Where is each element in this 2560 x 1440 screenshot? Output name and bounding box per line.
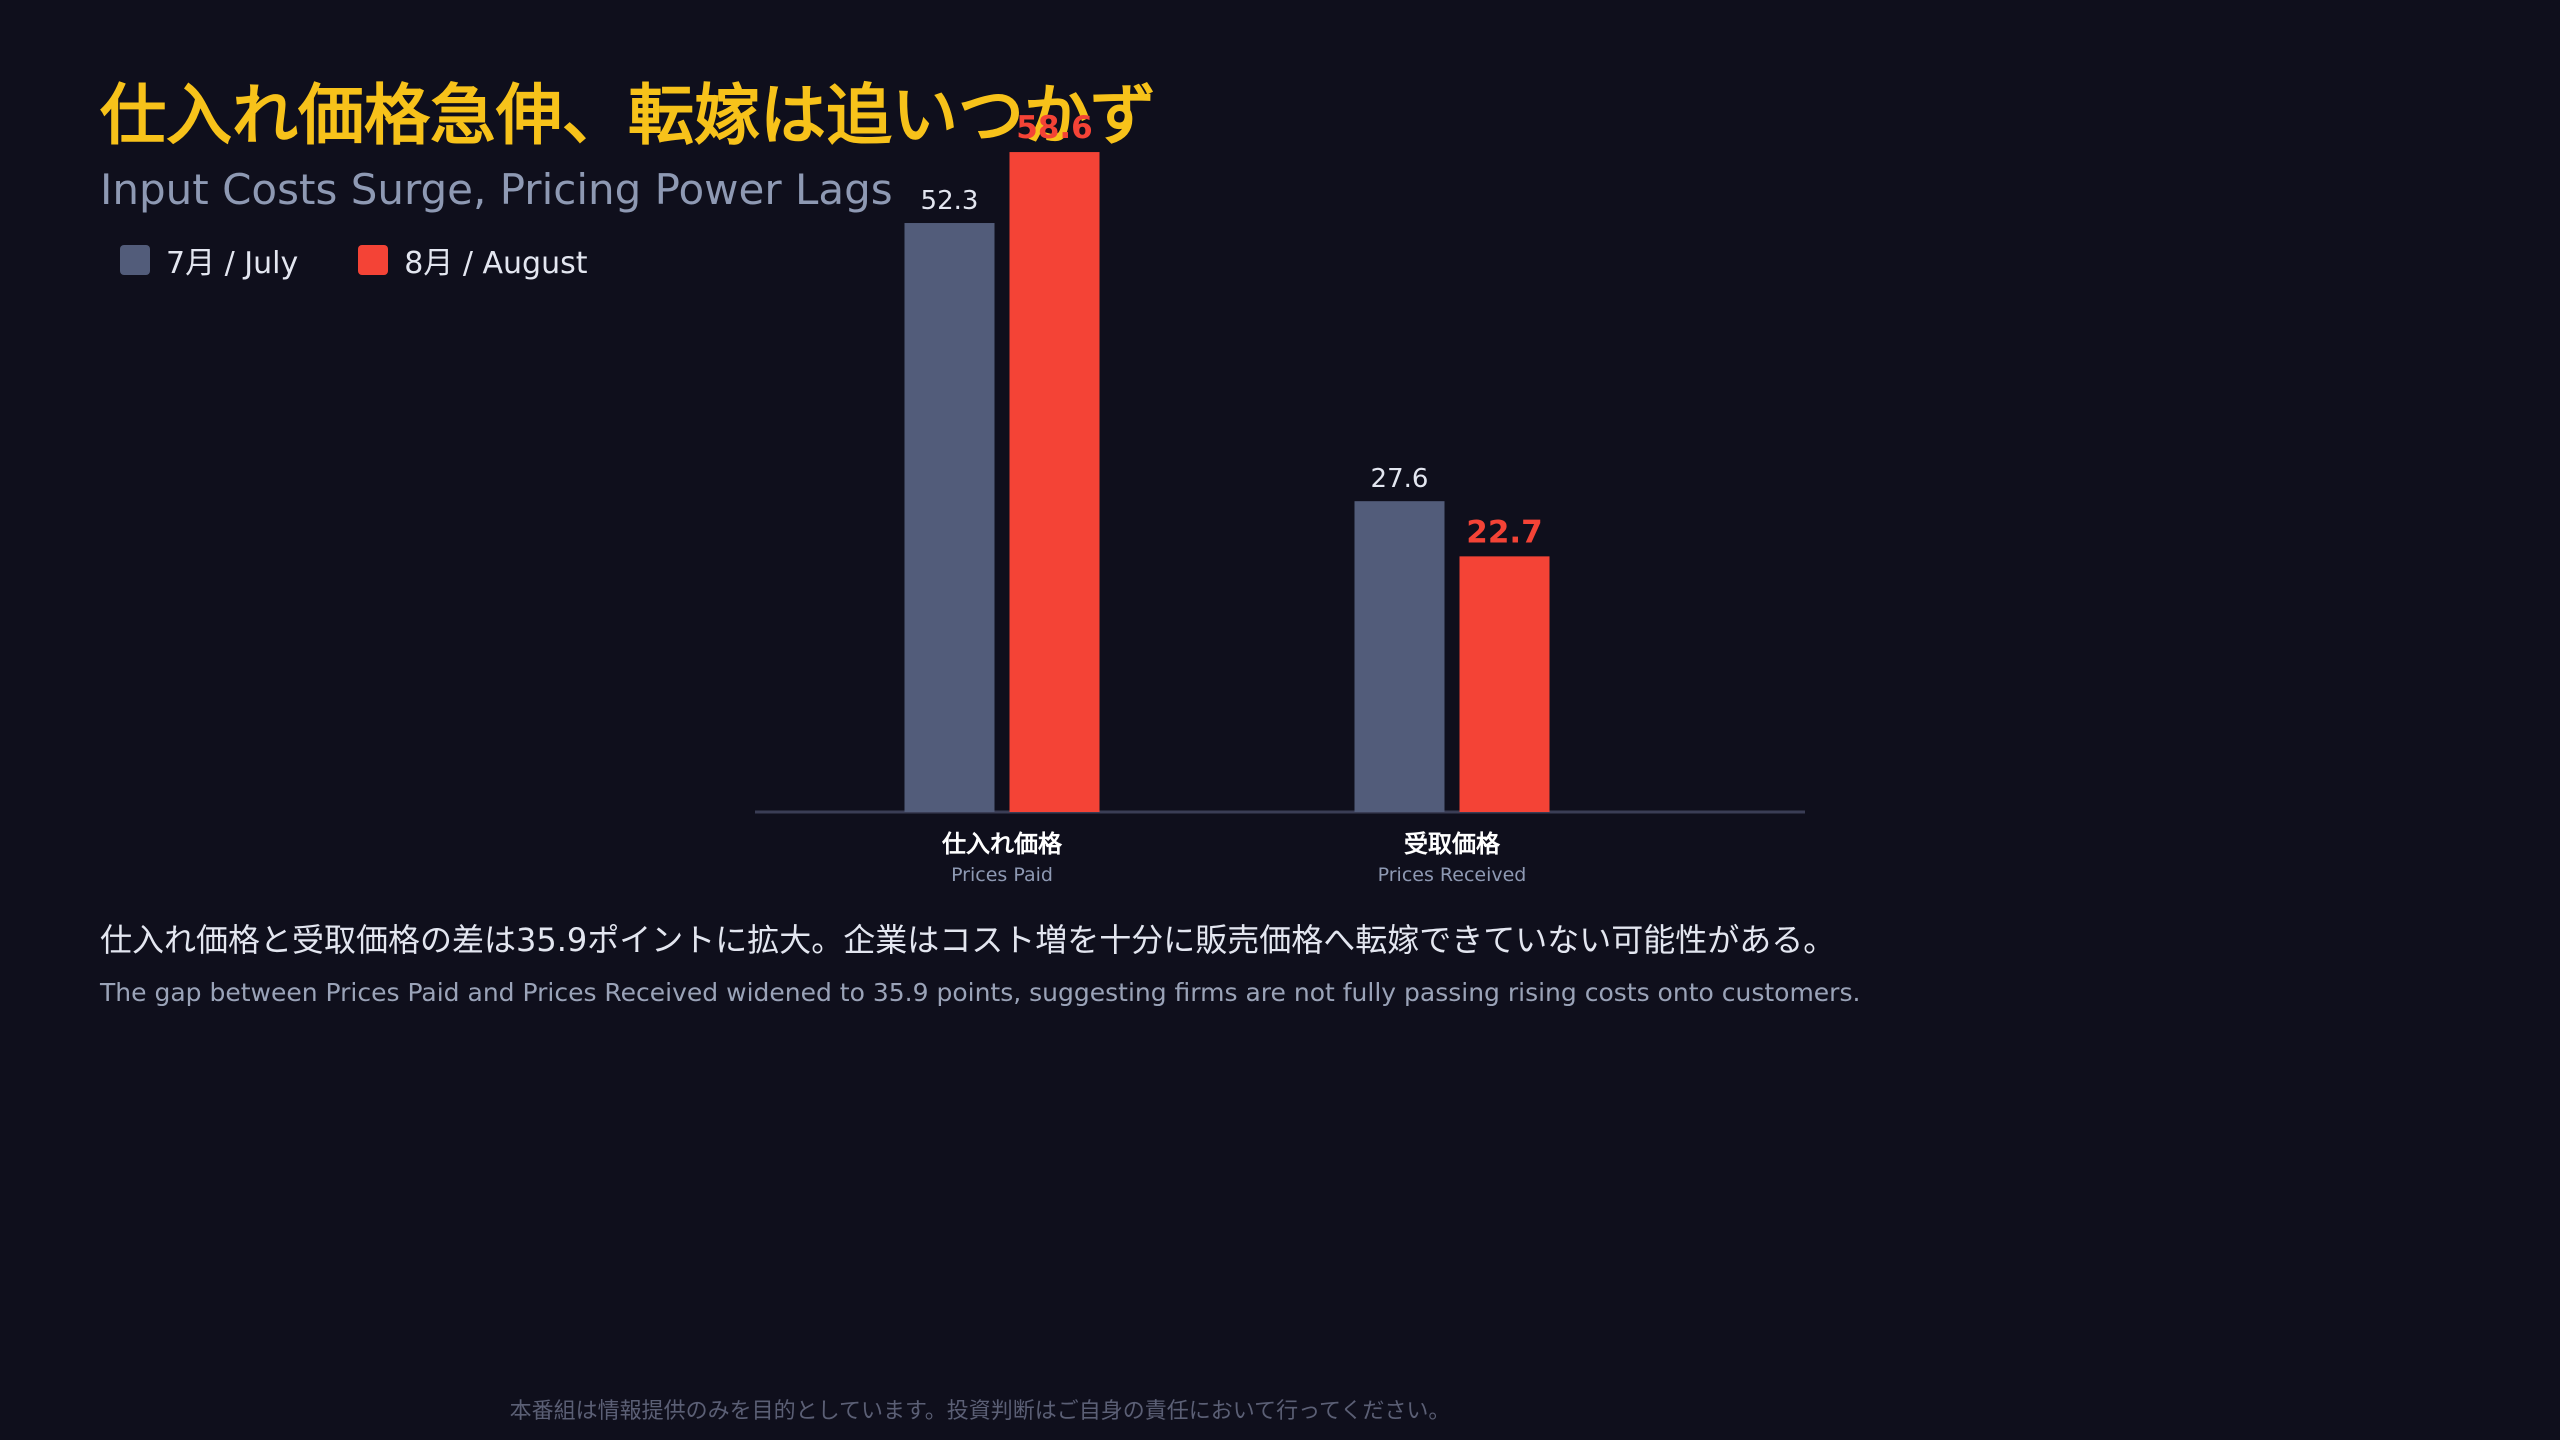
commentary-japanese: 仕入れ価格と受取価格の差は35.9ポイントに拡大。企業はコスト増を十分に販売価格…: [100, 921, 1836, 959]
bar-chart: 52.3 58.6 仕入れ価格 Prices Paid 27.6 22.7 受取価格 Pric…: [755, 110, 1805, 886]
category-label-1: 受取価格: [1404, 830, 1501, 858]
disclaimer: 本番組は情報提供のみを目的としています。投資判断はご自身の責任において行ってくだ…: [509, 1399, 1451, 1424]
legend-swatch-july: [120, 245, 150, 275]
page-title: 仕入れ価格急伸、転嫁は追いつかず: [100, 77, 1156, 154]
bar-1-0: [1354, 501, 1445, 812]
data-label-0-1: 58.6: [1016, 110, 1093, 146]
bar-1-1: [1459, 556, 1550, 812]
category-sublabel-0: Prices Paid: [951, 864, 1053, 886]
data-label-0-0: 52.3: [921, 186, 979, 216]
legend-swatch-august: [358, 245, 389, 275]
legend-item-july: 7月 / July: [120, 238, 298, 282]
legend-item-august: 8月 / August: [358, 238, 587, 282]
commentary-english: The gap between Prices Paid and Prices R…: [100, 978, 1861, 1007]
legend-label-july: 7月 / July: [166, 246, 299, 281]
data-label-1-0: 27.6: [1371, 464, 1429, 494]
category-sublabel-1: Prices Received: [1378, 864, 1527, 886]
category-label-0: 仕入れ価格: [941, 830, 1063, 858]
chart-legend: 7月 / July 8月 / August: [120, 238, 587, 282]
data-label-1-1: 22.7: [1466, 514, 1543, 550]
bar-0-0: [904, 223, 995, 812]
legend-label-august: 8月 / August: [404, 246, 588, 281]
bar-0-1: [1009, 152, 1100, 812]
page-subtitle: Input Costs Surge, Pricing Power Lags: [100, 165, 893, 214]
